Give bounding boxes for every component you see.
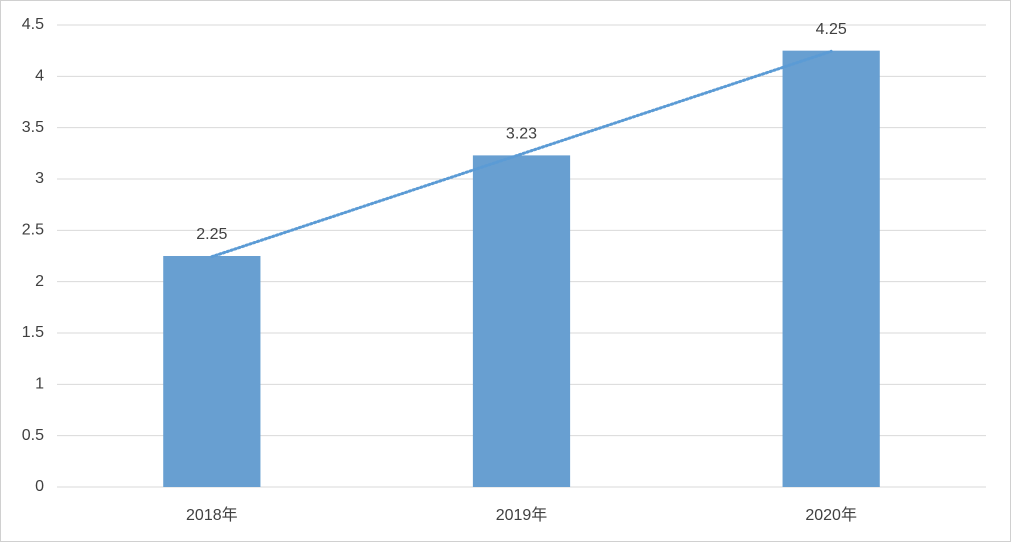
bar — [163, 256, 261, 487]
y-tick-label: 2.5 — [22, 222, 44, 239]
y-tick-label: 0 — [35, 478, 44, 495]
x-tick-label: 2019年 — [496, 506, 548, 524]
y-tick-label: 2 — [35, 273, 44, 290]
trendline — [210, 49, 833, 259]
data-label: 2.25 — [196, 226, 227, 243]
x-tick-label: 2018年 — [186, 506, 238, 524]
y-tick-label: 4 — [35, 68, 44, 85]
y-tick-label: 0.5 — [22, 427, 44, 444]
y-tick-label: 3 — [35, 170, 44, 187]
y-tick-label: 4.5 — [22, 16, 44, 33]
bar — [472, 155, 571, 488]
y-tick-label: 3.5 — [22, 119, 44, 136]
data-label: 4.25 — [816, 21, 847, 38]
x-tick-label: 2020年 — [805, 506, 857, 524]
data-label: 3.23 — [506, 126, 537, 143]
bar — [782, 50, 880, 488]
y-tick-label: 1 — [35, 376, 44, 393]
y-tick-label: 1.5 — [22, 324, 44, 341]
